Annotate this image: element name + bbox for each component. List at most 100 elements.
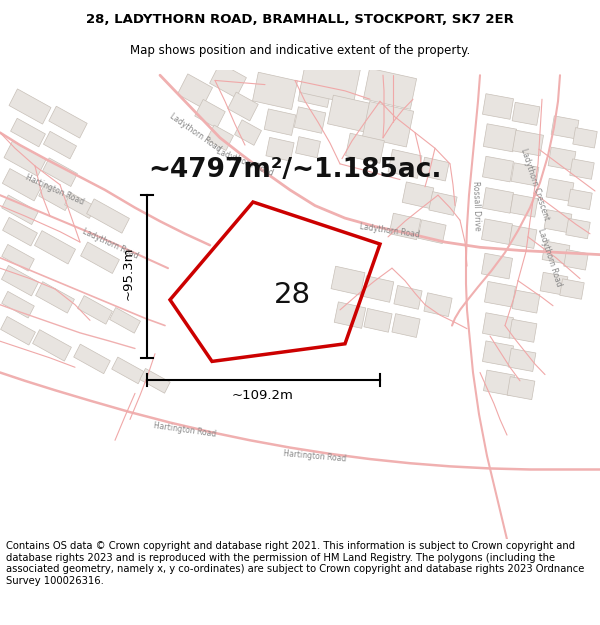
Polygon shape (178, 74, 212, 108)
Polygon shape (2, 244, 34, 271)
Text: ~4797m²/~1.185ac.: ~4797m²/~1.185ac. (148, 157, 442, 182)
Polygon shape (39, 184, 71, 211)
Polygon shape (4, 141, 46, 176)
Polygon shape (35, 282, 74, 313)
Polygon shape (511, 162, 539, 186)
Polygon shape (482, 94, 514, 119)
Polygon shape (112, 357, 144, 384)
Text: Hartington Road: Hartington Road (153, 421, 217, 439)
Text: Hartington Road: Hartington Road (283, 449, 347, 463)
Polygon shape (570, 159, 594, 179)
Text: Rossall Drive: Rossall Drive (470, 181, 481, 231)
Polygon shape (418, 220, 446, 244)
Polygon shape (544, 210, 572, 232)
Polygon shape (389, 213, 421, 240)
Polygon shape (195, 99, 225, 128)
Polygon shape (482, 156, 514, 182)
Polygon shape (484, 370, 515, 396)
Polygon shape (209, 63, 247, 98)
Polygon shape (2, 195, 38, 224)
Polygon shape (228, 92, 258, 121)
Polygon shape (573, 127, 597, 148)
Text: Ladythorn Road: Ladythorn Road (80, 228, 139, 261)
Polygon shape (49, 106, 87, 138)
Polygon shape (266, 138, 294, 161)
Polygon shape (510, 194, 538, 217)
Polygon shape (482, 312, 514, 338)
Polygon shape (548, 147, 576, 170)
Polygon shape (564, 249, 588, 270)
Polygon shape (264, 109, 296, 136)
Polygon shape (2, 291, 34, 318)
Polygon shape (65, 192, 95, 219)
Polygon shape (481, 253, 512, 279)
Polygon shape (540, 272, 568, 296)
Polygon shape (388, 149, 422, 178)
Polygon shape (546, 179, 574, 201)
Polygon shape (482, 188, 514, 213)
Polygon shape (394, 286, 422, 309)
Text: Ladythorn Road: Ladythorn Road (167, 111, 223, 154)
Polygon shape (568, 189, 592, 209)
Polygon shape (331, 266, 365, 295)
Polygon shape (299, 57, 361, 104)
Polygon shape (11, 118, 46, 147)
Polygon shape (298, 79, 332, 107)
Polygon shape (80, 242, 119, 274)
Polygon shape (512, 102, 540, 126)
Polygon shape (34, 231, 76, 264)
Text: Ladythorn Crescent: Ladythorn Crescent (519, 148, 551, 222)
Polygon shape (560, 279, 584, 299)
Polygon shape (1, 316, 35, 345)
Polygon shape (2, 217, 37, 246)
Text: Ladythorn Road: Ladythorn Road (359, 222, 421, 239)
Polygon shape (43, 158, 77, 186)
Polygon shape (424, 292, 452, 317)
Polygon shape (110, 308, 140, 333)
Polygon shape (542, 241, 570, 264)
Polygon shape (551, 116, 579, 139)
Polygon shape (392, 314, 420, 338)
Polygon shape (253, 72, 298, 109)
Polygon shape (86, 199, 130, 233)
Polygon shape (364, 309, 392, 332)
Polygon shape (74, 344, 110, 374)
Polygon shape (77, 296, 112, 324)
Polygon shape (482, 341, 514, 366)
Polygon shape (402, 182, 434, 208)
Polygon shape (364, 68, 416, 109)
Polygon shape (334, 302, 366, 328)
Text: Hartington Road: Hartington Road (25, 173, 86, 207)
Polygon shape (294, 107, 326, 133)
Polygon shape (429, 192, 457, 216)
Text: ~109.2m: ~109.2m (232, 389, 294, 402)
Polygon shape (2, 169, 41, 201)
Polygon shape (328, 95, 373, 132)
Text: 28, LADYTHORN ROAD, BRAMHALL, STOCKPORT, SK7 2ER: 28, LADYTHORN ROAD, BRAMHALL, STOCKPORT,… (86, 13, 514, 26)
Polygon shape (362, 101, 413, 147)
Polygon shape (566, 218, 590, 239)
Polygon shape (512, 130, 544, 156)
Polygon shape (512, 290, 540, 313)
Polygon shape (140, 369, 170, 393)
Polygon shape (509, 226, 537, 248)
Polygon shape (481, 219, 512, 244)
Polygon shape (346, 133, 385, 163)
Polygon shape (43, 131, 77, 159)
Polygon shape (9, 89, 51, 124)
Text: 28: 28 (274, 281, 311, 309)
Polygon shape (206, 125, 233, 151)
Text: Ladythorn Road: Ladythorn Road (536, 228, 563, 288)
Text: Contains OS data © Crown copyright and database right 2021. This information is : Contains OS data © Crown copyright and d… (6, 541, 584, 586)
Polygon shape (484, 124, 517, 152)
Text: ~95.3m: ~95.3m (121, 247, 134, 300)
Polygon shape (421, 158, 449, 181)
Text: Ladythorn Road: Ladythorn Road (215, 146, 275, 177)
Polygon shape (1, 266, 38, 296)
Polygon shape (509, 319, 537, 342)
Polygon shape (32, 329, 71, 361)
Text: Map shows position and indicative extent of the property.: Map shows position and indicative extent… (130, 44, 470, 57)
Polygon shape (296, 137, 320, 158)
Polygon shape (507, 377, 535, 399)
Polygon shape (508, 349, 536, 371)
